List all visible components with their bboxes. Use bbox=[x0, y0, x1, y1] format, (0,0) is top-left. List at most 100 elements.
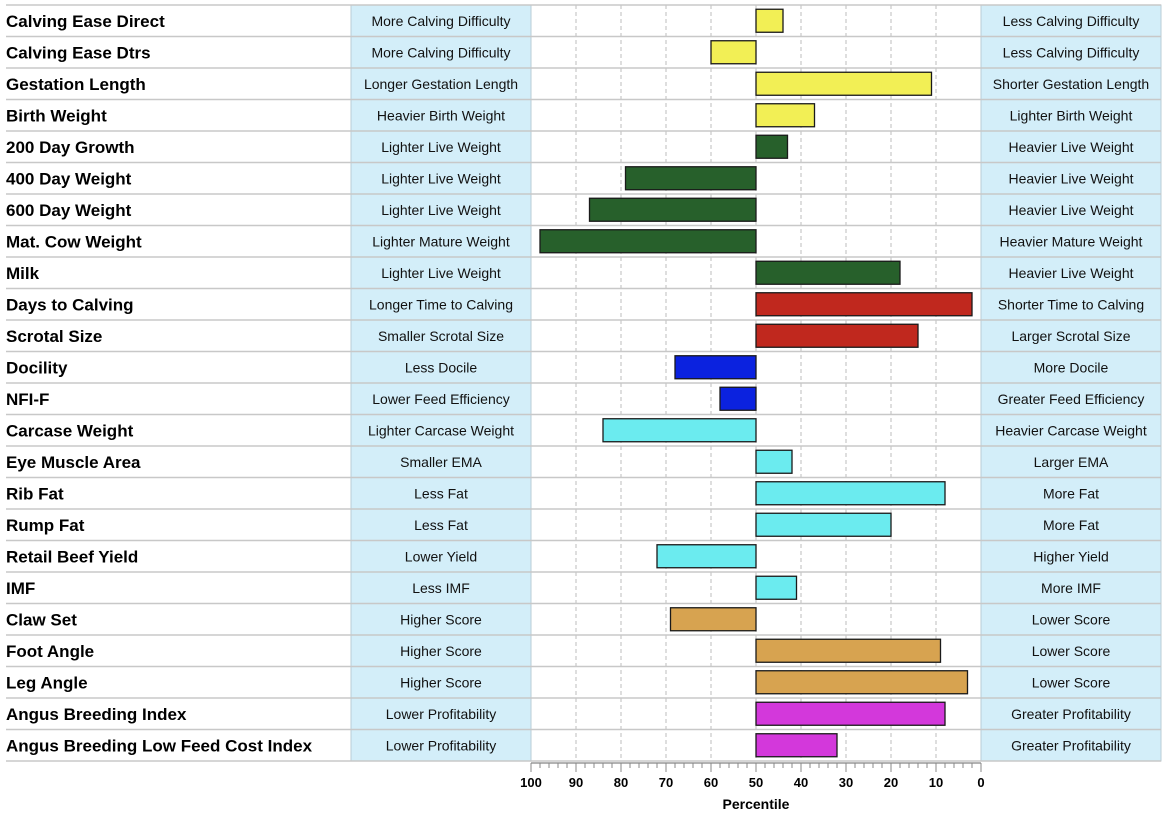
tick-label: 80 bbox=[614, 775, 628, 790]
percentile-bar bbox=[755, 575, 798, 600]
low-desc-label: Longer Time to Calving bbox=[369, 296, 513, 312]
high-desc-label: Less Calving Difficulty bbox=[1003, 13, 1140, 29]
low-desc-label: Higher Score bbox=[400, 611, 482, 627]
percentile-bar bbox=[674, 355, 757, 380]
low-desc-label: Heavier Birth Weight bbox=[377, 107, 505, 123]
low-desc-label: Less Fat bbox=[414, 517, 468, 533]
trait-label: Milk bbox=[6, 264, 40, 283]
high-desc-label: Heavier Live Weight bbox=[1008, 202, 1133, 218]
percentile-bar bbox=[755, 481, 946, 506]
trait-label: Scrotal Size bbox=[6, 327, 102, 346]
percentile-bar bbox=[755, 134, 789, 159]
tick-label: 40 bbox=[794, 775, 808, 790]
percentile-bar bbox=[755, 260, 901, 285]
low-desc-label: Smaller EMA bbox=[400, 454, 482, 470]
high-desc-label: Lower Score bbox=[1032, 674, 1111, 690]
high-desc-label: More Fat bbox=[1043, 485, 1099, 501]
high-desc-label: Greater Profitability bbox=[1011, 706, 1131, 722]
percentile-bar bbox=[710, 40, 757, 65]
trait-label: Angus Breeding Index bbox=[6, 705, 187, 724]
tick-label: 10 bbox=[929, 775, 943, 790]
high-desc-label: Higher Yield bbox=[1033, 548, 1109, 564]
trait-label: IMF bbox=[6, 579, 35, 598]
low-desc-label: Higher Score bbox=[400, 643, 482, 659]
high-desc-label: Lower Score bbox=[1032, 643, 1111, 659]
percentile-bar bbox=[755, 8, 784, 33]
high-desc-label: More IMF bbox=[1041, 580, 1101, 596]
percentile-bar bbox=[539, 229, 757, 254]
trait-label: Claw Set bbox=[6, 610, 77, 629]
percentile-bar bbox=[755, 701, 946, 726]
percentile-bar bbox=[719, 386, 757, 411]
low-desc-label: Lower Yield bbox=[405, 548, 477, 564]
low-desc-label: Lighter Live Weight bbox=[381, 139, 501, 155]
tick-label: 50 bbox=[749, 775, 763, 790]
trait-label: 200 Day Growth bbox=[6, 138, 135, 157]
trait-label: Carcase Weight bbox=[6, 421, 134, 440]
tick-label: 90 bbox=[569, 775, 583, 790]
trait-label: Angus Breeding Low Feed Cost Index bbox=[6, 736, 313, 755]
trait-label: Days to Calving bbox=[6, 295, 134, 314]
trait-label: Docility bbox=[6, 358, 68, 377]
trait-label: 600 Day Weight bbox=[6, 201, 132, 220]
trait-label: Foot Angle bbox=[6, 642, 94, 661]
low-desc-label: Lighter Live Weight bbox=[381, 202, 501, 218]
low-desc-label: Lighter Carcase Weight bbox=[368, 422, 514, 438]
percentile-bar bbox=[755, 670, 969, 695]
high-desc-label: More Fat bbox=[1043, 517, 1099, 533]
percentile-bar bbox=[755, 71, 933, 96]
low-desc-label: More Calving Difficulty bbox=[371, 44, 510, 60]
percentile-bar bbox=[755, 512, 892, 537]
high-desc-label: Greater Profitability bbox=[1011, 737, 1131, 753]
trait-label: Mat. Cow Weight bbox=[6, 232, 142, 251]
high-desc-label: Lighter Birth Weight bbox=[1010, 107, 1133, 123]
percentile-bar bbox=[669, 607, 757, 632]
high-desc-label: Heavier Carcase Weight bbox=[995, 422, 1147, 438]
percentile-bar bbox=[755, 449, 793, 474]
trait-label: NFI-F bbox=[6, 390, 49, 409]
trait-label: Calving Ease Direct bbox=[6, 12, 165, 31]
low-desc-label: Smaller Scrotal Size bbox=[378, 328, 504, 344]
low-desc-label: Less IMF bbox=[412, 580, 470, 596]
trait-label: Gestation Length bbox=[6, 75, 146, 94]
tick-label: 60 bbox=[704, 775, 718, 790]
high-desc-label: Heavier Live Weight bbox=[1008, 139, 1133, 155]
low-desc-label: More Calving Difficulty bbox=[371, 13, 510, 29]
trait-label: Eye Muscle Area bbox=[6, 453, 141, 472]
high-desc-label: Shorter Time to Calving bbox=[998, 296, 1144, 312]
percentile-bar bbox=[588, 197, 757, 222]
low-desc-label: Lighter Live Weight bbox=[381, 265, 501, 281]
trait-label: Birth Weight bbox=[6, 106, 107, 125]
low-desc-label: Lower Profitability bbox=[386, 737, 497, 753]
high-desc-label: Shorter Gestation Length bbox=[993, 76, 1149, 92]
trait-label: Leg Angle bbox=[6, 673, 88, 692]
high-desc-label: Heavier Live Weight bbox=[1008, 170, 1133, 186]
percentile-bar bbox=[656, 544, 757, 569]
percentile-bar bbox=[755, 638, 942, 663]
percentile-bar bbox=[755, 292, 973, 317]
percentile-bar bbox=[755, 103, 816, 128]
percentile-bar bbox=[755, 323, 919, 348]
high-desc-label: Lower Score bbox=[1032, 611, 1111, 627]
trait-label: Calving Ease Dtrs bbox=[6, 43, 151, 62]
high-desc-label: Less Calving Difficulty bbox=[1003, 44, 1140, 60]
high-desc-label: Greater Feed Efficiency bbox=[998, 391, 1145, 407]
high-desc-label: Heavier Live Weight bbox=[1008, 265, 1133, 281]
trait-label: Rump Fat bbox=[6, 516, 85, 535]
low-desc-label: Lighter Live Weight bbox=[381, 170, 501, 186]
low-desc-label: Less Docile bbox=[405, 359, 478, 375]
low-desc-label: Lower Feed Efficiency bbox=[372, 391, 509, 407]
percentile-bar bbox=[602, 418, 757, 443]
trait-label: Rib Fat bbox=[6, 484, 64, 503]
low-desc-label: Lower Profitability bbox=[386, 706, 497, 722]
tick-label: 30 bbox=[839, 775, 853, 790]
high-desc-label: Larger Scrotal Size bbox=[1011, 328, 1130, 344]
low-desc-label: Longer Gestation Length bbox=[364, 76, 518, 92]
high-desc-label: Heavier Mature Weight bbox=[1000, 233, 1143, 249]
x-axis-title: Percentile bbox=[723, 796, 790, 812]
tick-label: 20 bbox=[884, 775, 898, 790]
trait-label: Retail Beef Yield bbox=[6, 547, 138, 566]
high-desc-label: More Docile bbox=[1034, 359, 1109, 375]
high-desc-label: Larger EMA bbox=[1034, 454, 1109, 470]
